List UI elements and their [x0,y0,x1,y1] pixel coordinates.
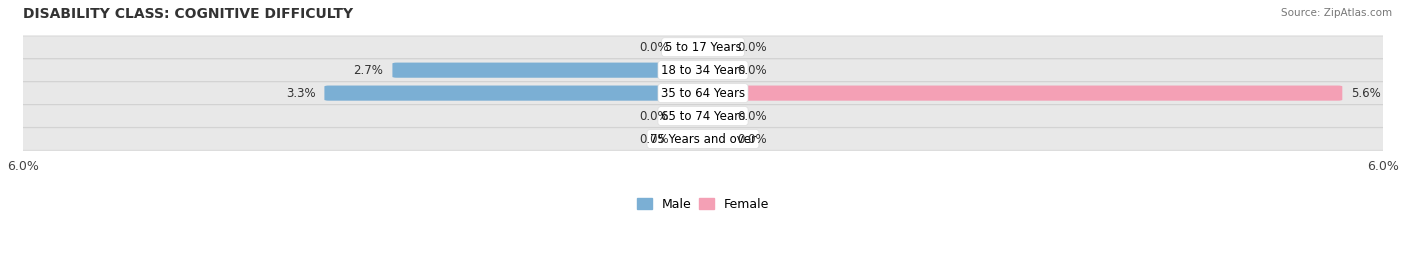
Text: 18 to 34 Years: 18 to 34 Years [661,64,745,77]
FancyBboxPatch shape [700,40,727,55]
FancyBboxPatch shape [10,105,1396,127]
Text: 5 to 17 Years: 5 to 17 Years [665,41,741,54]
FancyBboxPatch shape [699,86,1343,101]
Text: Source: ZipAtlas.com: Source: ZipAtlas.com [1281,8,1392,18]
FancyBboxPatch shape [10,36,1396,58]
Text: 0.0%: 0.0% [737,133,766,146]
FancyBboxPatch shape [679,109,706,123]
Text: 65 to 74 Years: 65 to 74 Years [661,109,745,123]
FancyBboxPatch shape [700,132,727,146]
Text: 0.0%: 0.0% [640,109,669,123]
FancyBboxPatch shape [325,86,707,101]
Text: 0.0%: 0.0% [737,64,766,77]
Text: 35 to 64 Years: 35 to 64 Years [661,87,745,100]
Text: 2.7%: 2.7% [353,64,384,77]
FancyBboxPatch shape [392,63,707,78]
FancyBboxPatch shape [679,40,706,55]
FancyBboxPatch shape [10,82,1396,104]
FancyBboxPatch shape [700,63,727,77]
FancyBboxPatch shape [679,132,706,146]
FancyBboxPatch shape [10,128,1396,150]
FancyBboxPatch shape [700,109,727,123]
Text: 0.0%: 0.0% [737,109,766,123]
Text: 0.0%: 0.0% [737,41,766,54]
Legend: Male, Female: Male, Female [631,193,775,215]
Text: 3.3%: 3.3% [285,87,315,100]
Text: DISABILITY CLASS: COGNITIVE DIFFICULTY: DISABILITY CLASS: COGNITIVE DIFFICULTY [22,7,353,21]
FancyBboxPatch shape [10,59,1396,82]
Text: 5.6%: 5.6% [1351,87,1381,100]
Text: 0.0%: 0.0% [640,41,669,54]
Text: 75 Years and over: 75 Years and over [650,133,756,146]
Text: 0.0%: 0.0% [640,133,669,146]
